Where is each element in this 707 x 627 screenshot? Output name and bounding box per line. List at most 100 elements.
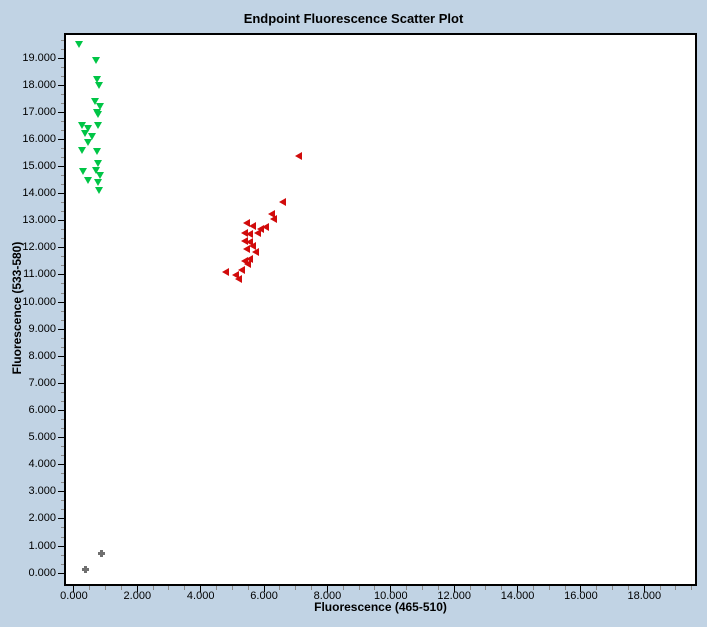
- y-minor-tick: [61, 346, 64, 348]
- y-minor-tick: [61, 93, 64, 95]
- y-tick-label: 5.000: [28, 431, 56, 444]
- data-point-triangle-left: [242, 219, 250, 228]
- y-minor-tick: [61, 319, 64, 321]
- x-minor-tick: [469, 586, 471, 590]
- x-tick-label: 12.000: [437, 590, 471, 602]
- y-major-tick: [58, 111, 64, 113]
- data-point-triangle-left: [237, 265, 245, 274]
- x-tick-label: 14.000: [500, 590, 535, 602]
- y-minor-tick: [61, 211, 64, 213]
- data-point-triangle-left: [242, 245, 250, 254]
- y-major-tick: [58, 193, 64, 195]
- x-minor-tick: [421, 586, 423, 590]
- x-minor-tick: [501, 586, 503, 590]
- y-minor-tick: [61, 75, 64, 77]
- x-major-tick: [453, 586, 455, 592]
- x-minor-tick: [89, 586, 91, 590]
- data-point-triangle-down: [92, 57, 101, 65]
- y-tick-label: 11.000: [23, 268, 56, 281]
- y-major-tick: [58, 518, 64, 520]
- y-minor-tick: [61, 292, 64, 294]
- y-major-tick: [58, 274, 64, 276]
- y-minor-tick: [61, 256, 64, 258]
- x-major-tick: [643, 586, 645, 592]
- x-major-tick: [73, 586, 75, 592]
- y-tick-label: 1.000: [28, 539, 56, 552]
- y-minor-tick: [61, 39, 64, 41]
- data-point-triangle-left: [245, 238, 253, 247]
- x-axis-label: Fluorescence (465-510): [314, 600, 447, 614]
- data-point-triangle-left: [245, 230, 253, 239]
- x-minor-tick: [564, 586, 566, 590]
- x-minor-tick: [342, 586, 344, 590]
- x-minor-tick: [612, 586, 614, 590]
- x-major-tick: [390, 586, 392, 592]
- data-point-triangle-down: [77, 146, 86, 154]
- data-point-triangle-down: [95, 103, 104, 111]
- y-major-tick: [58, 165, 64, 167]
- y-minor-tick: [61, 310, 64, 312]
- x-minor-tick: [120, 586, 122, 590]
- data-point-triangle-left: [222, 268, 230, 277]
- y-major-tick: [58, 220, 64, 222]
- y-minor-tick: [61, 482, 64, 484]
- x-tick-label: 4.000: [186, 590, 215, 602]
- y-minor-tick: [61, 102, 64, 104]
- y-major-tick: [58, 572, 64, 574]
- x-minor-tick: [627, 586, 629, 590]
- y-minor-tick: [61, 147, 64, 149]
- x-minor-tick: [168, 586, 170, 590]
- y-tick-label: 9.000: [28, 322, 56, 335]
- x-major-tick: [136, 586, 138, 592]
- x-major-tick: [326, 586, 328, 592]
- x-tick-label: 8.000: [313, 590, 342, 602]
- data-point-triangle-left: [261, 223, 269, 232]
- data-point-triangle-down: [74, 40, 83, 48]
- y-major-tick: [58, 491, 64, 493]
- data-point-triangle-down: [92, 76, 101, 84]
- x-minor-tick: [216, 586, 218, 590]
- y-tick-label: 7.000: [28, 376, 56, 389]
- y-minor-tick: [61, 129, 64, 131]
- data-point-triangle-down: [81, 130, 89, 138]
- x-minor-tick: [691, 586, 693, 590]
- x-tick-label: 2.000: [123, 590, 152, 602]
- data-point-triangle-down: [77, 122, 86, 130]
- x-minor-tick: [374, 586, 376, 590]
- data-point-cross: [81, 565, 89, 573]
- y-major-tick: [58, 328, 64, 330]
- y-major-tick: [58, 247, 64, 249]
- y-tick-label: 8.000: [28, 349, 56, 362]
- data-point-triangle-down: [95, 187, 104, 195]
- data-point-triangle-left: [241, 237, 249, 246]
- data-point-triangle-left: [244, 260, 252, 269]
- y-minor-tick: [61, 391, 64, 393]
- y-minor-tick: [61, 283, 64, 285]
- data-point-triangle-left: [248, 222, 256, 231]
- data-point-triangle-left: [269, 215, 277, 224]
- x-minor-tick: [675, 586, 677, 590]
- y-minor-tick: [61, 527, 64, 529]
- y-minor-tick: [61, 509, 64, 511]
- y-minor-tick: [61, 265, 64, 267]
- data-point-triangle-left: [267, 209, 275, 218]
- y-tick-label: 4.000: [28, 458, 56, 471]
- data-point-triangle-left: [253, 228, 261, 237]
- y-tick-label: 14.000: [22, 187, 56, 200]
- y-minor-tick: [61, 48, 64, 50]
- y-tick-label: 17.000: [22, 105, 56, 118]
- plot-area: [64, 33, 697, 586]
- data-point-triangle-left: [252, 247, 260, 256]
- data-point-triangle-left: [245, 254, 253, 263]
- y-minor-tick: [61, 400, 64, 402]
- data-point-triangle-down: [84, 176, 93, 184]
- data-point-triangle-down: [94, 179, 102, 187]
- x-minor-tick: [231, 586, 233, 590]
- y-tick-label: 16.000: [22, 132, 56, 145]
- data-point-triangle-down: [94, 111, 102, 119]
- data-point-triangle-left: [294, 151, 302, 160]
- x-minor-tick: [105, 586, 107, 590]
- y-minor-tick: [61, 238, 64, 240]
- y-minor-tick: [61, 373, 64, 375]
- x-tick-label: 16.000: [564, 590, 598, 602]
